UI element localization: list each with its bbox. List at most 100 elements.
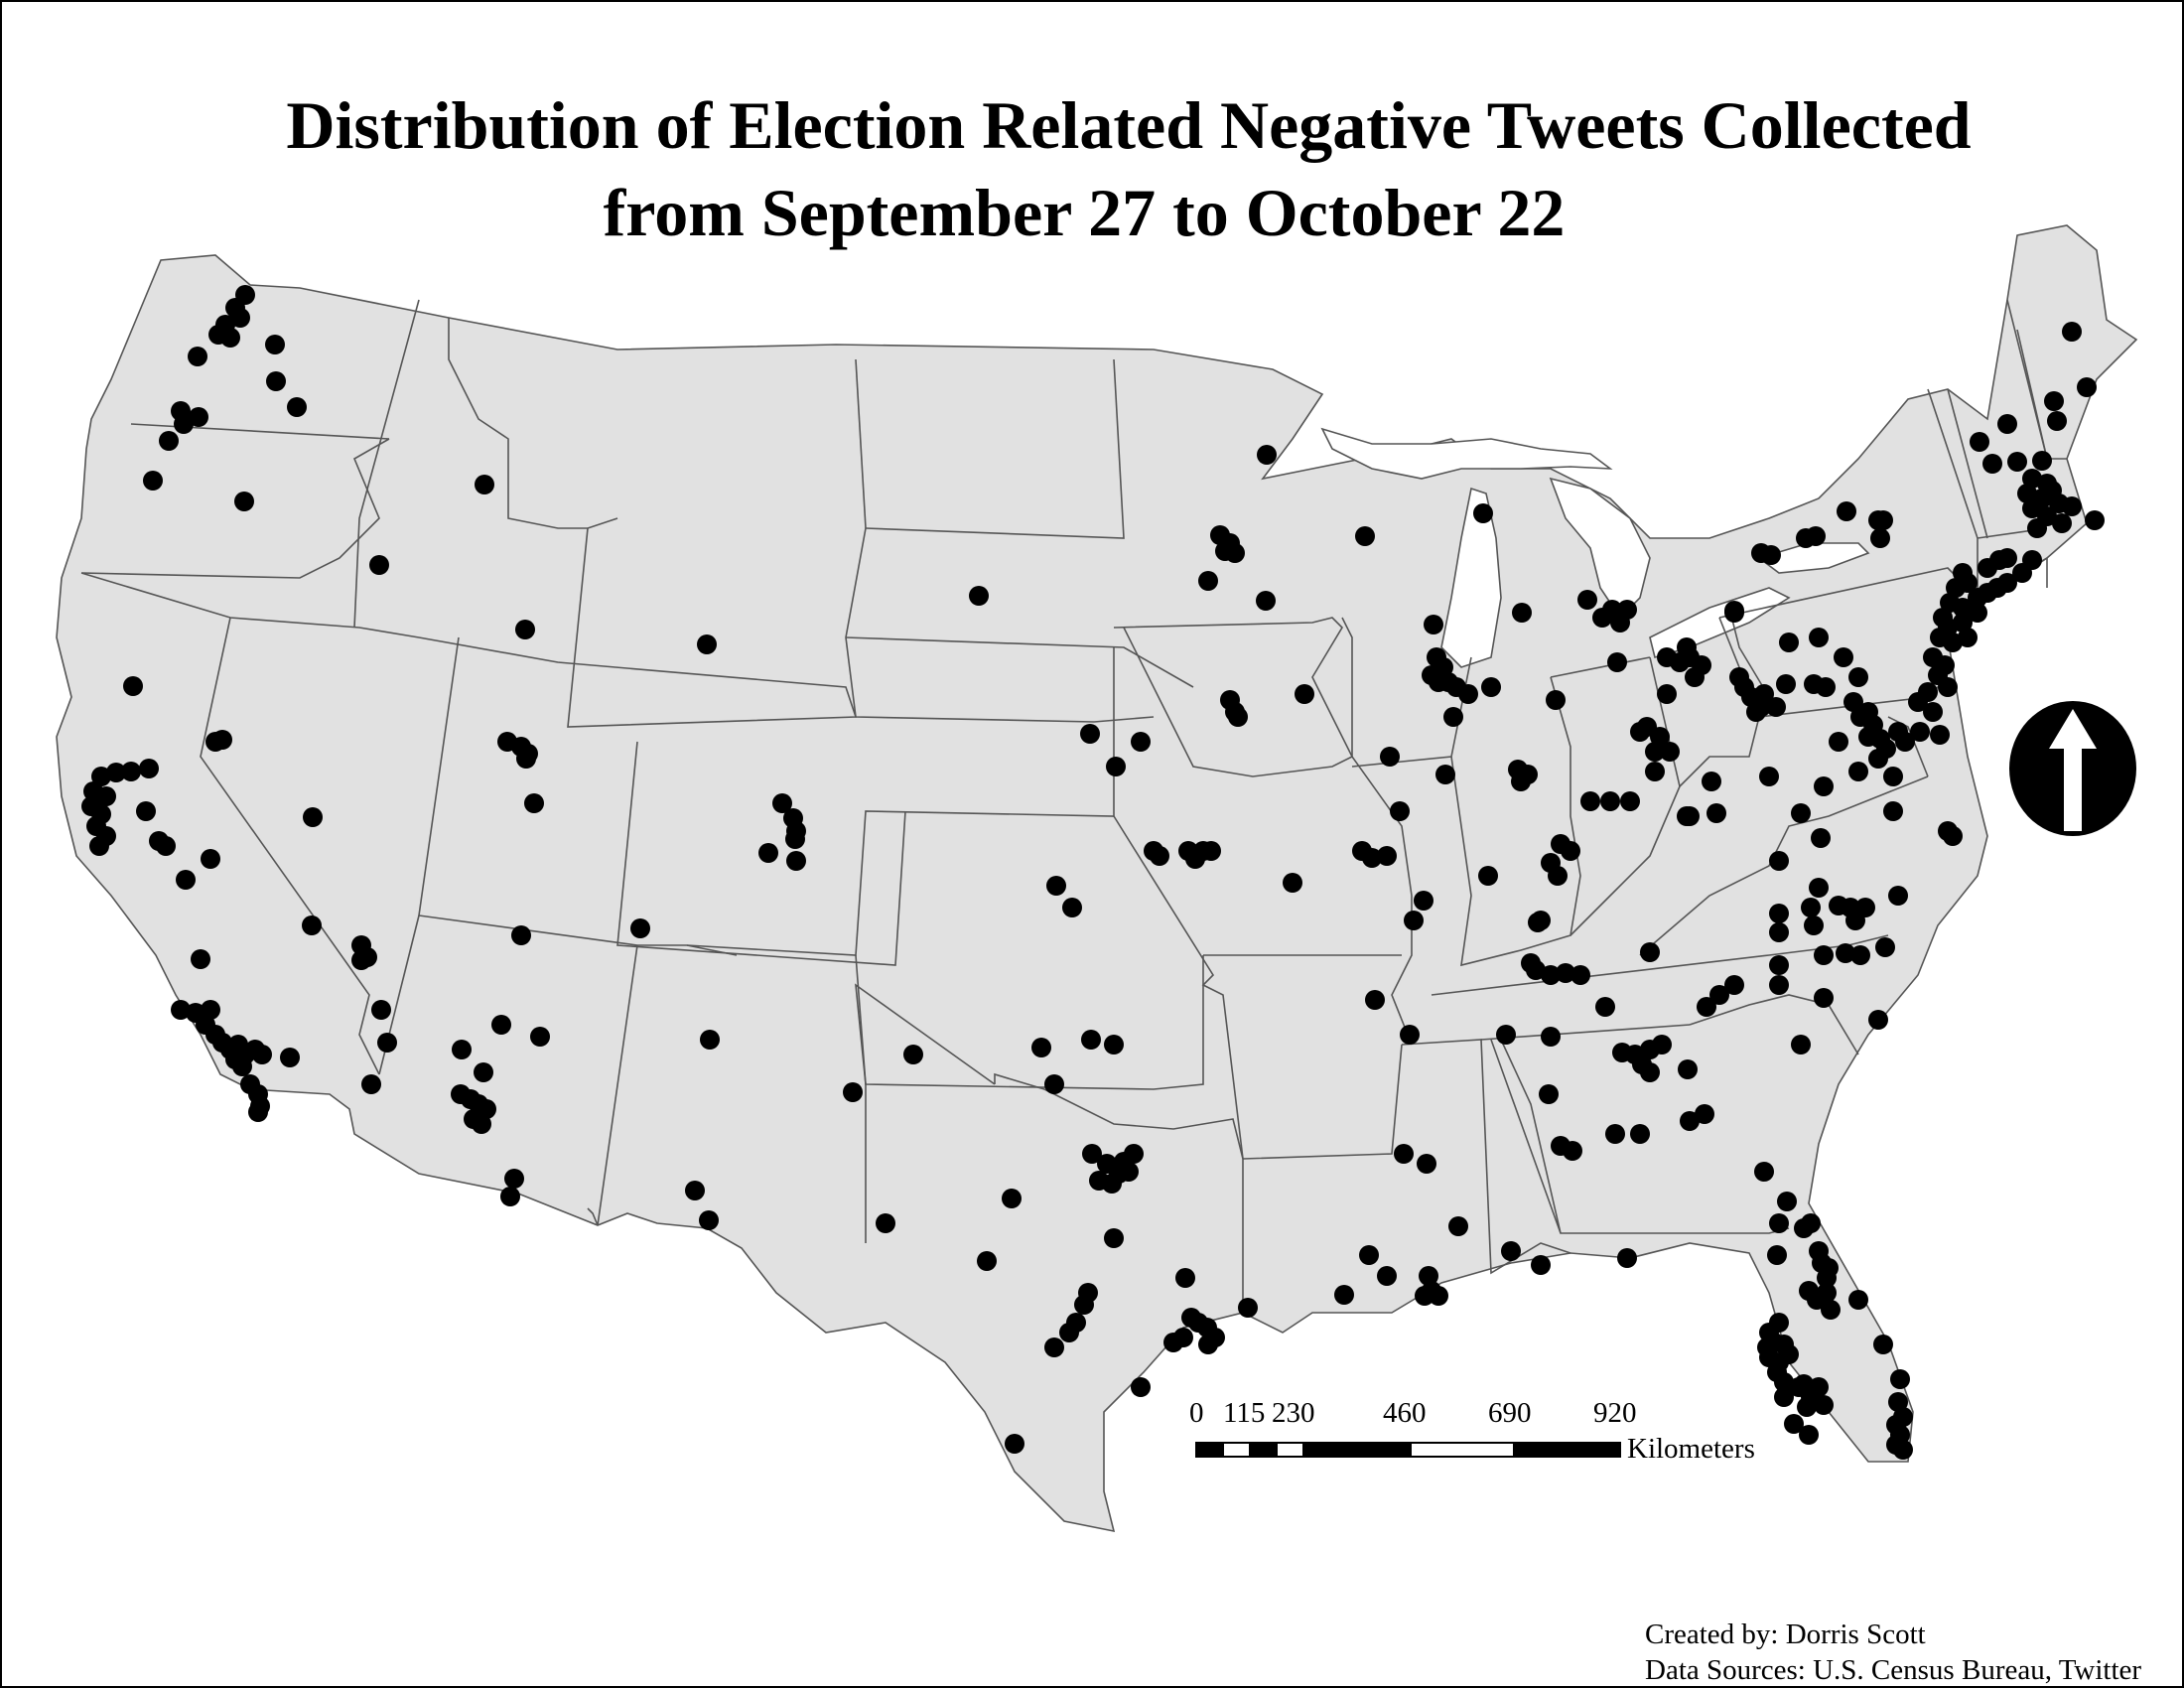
tweet-dot xyxy=(1106,757,1126,776)
tweet-dot xyxy=(1982,454,2002,474)
tweet-dot xyxy=(697,634,717,654)
tweet-dot xyxy=(91,767,111,786)
tweet-dot xyxy=(1845,911,1865,930)
tweet-dot xyxy=(699,1210,719,1230)
tweet-dot xyxy=(504,1169,524,1189)
tweet-dot xyxy=(1443,707,1463,727)
tweet-dot xyxy=(630,918,650,938)
tweet-dot xyxy=(1404,911,1424,930)
tweet-dot xyxy=(1394,1144,1414,1164)
tweet-dot xyxy=(1875,937,1895,957)
north-arrow-icon xyxy=(2009,701,2136,836)
tweet-dot xyxy=(266,371,286,391)
tweet-dot xyxy=(143,471,163,491)
tweet-dot xyxy=(1059,1323,1079,1342)
tweet-dot xyxy=(248,1102,268,1122)
tweet-dot xyxy=(1501,1241,1521,1261)
tweet-dot xyxy=(1850,945,1870,965)
tweet-dot xyxy=(212,730,232,750)
tweet-dot xyxy=(1080,724,1100,744)
map-title-line-1: Distribution of Election Related Negativ… xyxy=(286,87,1972,163)
tweet-dot xyxy=(156,836,176,856)
tweet-dot xyxy=(371,1000,391,1020)
tweet-dot xyxy=(1414,891,1433,911)
tweet-dot xyxy=(1377,1266,1397,1286)
tweet-dot xyxy=(1746,702,1766,722)
tweet-dot xyxy=(1910,722,1930,742)
tweet-dot xyxy=(2007,452,2027,472)
tweet-dot xyxy=(1617,600,1637,620)
tweet-dot xyxy=(515,620,535,639)
tweet-dot xyxy=(1630,722,1650,742)
tweet-dot xyxy=(843,1082,863,1102)
tweet-dot xyxy=(139,759,159,778)
tweet-dot xyxy=(516,749,536,769)
tweet-dot xyxy=(1814,988,1834,1008)
tweet-dot xyxy=(302,915,322,935)
tweet-dot xyxy=(1225,543,1245,563)
tweet-dot xyxy=(1729,667,1749,687)
tweet-dot xyxy=(1640,942,1660,962)
tweet-dot xyxy=(1119,1162,1139,1182)
tweet-dot xyxy=(1890,1369,1910,1389)
tweet-dot xyxy=(1774,1387,1794,1407)
tweet-dot xyxy=(2047,411,2067,431)
tweet-dot xyxy=(1630,1124,1650,1144)
tweet-dot xyxy=(188,347,207,366)
tweet-dot xyxy=(1724,975,1744,995)
tweet-dot xyxy=(303,807,323,827)
tweet-dot xyxy=(1814,945,1834,965)
tweet-dot xyxy=(1958,628,1978,647)
tweet-dot xyxy=(1198,1335,1218,1354)
tweet-dot xyxy=(2062,322,2082,342)
tweet-dot xyxy=(1429,1286,1448,1306)
scale-bar: 0 115 230 460 690 920 Kilometers xyxy=(1189,1397,1755,1465)
tweet-dot xyxy=(287,397,307,417)
tweet-dot xyxy=(1652,1035,1672,1055)
tweet-dot xyxy=(174,414,194,434)
tweet-dot xyxy=(2022,498,2042,518)
credit-sources: Data Sources: U.S. Census Bureau, Twitte… xyxy=(1645,1654,2142,1686)
tweet-dot xyxy=(1695,1104,1714,1124)
tweet-dot xyxy=(361,1074,381,1094)
tweet-dot xyxy=(1511,772,1531,791)
tweet-dot xyxy=(1873,510,1893,530)
tweet-dot xyxy=(220,328,240,348)
tweet-dot xyxy=(230,308,250,328)
tweet-dot xyxy=(1806,526,1826,546)
tweet-dot xyxy=(351,950,371,970)
tweet-dot xyxy=(377,1033,397,1053)
tweet-dot xyxy=(1415,1286,1434,1306)
tweet-dot xyxy=(1817,1268,1837,1288)
tweet-dot xyxy=(685,1181,705,1200)
tweet-dot xyxy=(1561,841,1580,861)
tweet-dot xyxy=(1797,1397,1817,1417)
tweet-dot xyxy=(1238,1298,1258,1318)
tweet-dot xyxy=(1365,990,1385,1010)
tweet-dot xyxy=(1104,1228,1124,1248)
tweet-dot xyxy=(1283,873,1302,893)
tweet-dot xyxy=(1563,1141,1582,1161)
lake-superior xyxy=(1320,427,1613,480)
tweet-dot xyxy=(1814,1395,1834,1415)
tweet-dot xyxy=(89,836,109,856)
tweet-dot xyxy=(785,829,805,849)
tweet-dot xyxy=(1769,904,1789,923)
tweet-dot xyxy=(1779,633,1799,652)
tweet-dot xyxy=(1377,846,1397,866)
tweet-dot xyxy=(1868,749,1888,769)
tweet-dot xyxy=(1150,846,1169,866)
tweet-dot xyxy=(1836,943,1855,963)
tweet-dot xyxy=(1548,866,1568,886)
tweet-dot xyxy=(1804,674,1824,694)
tweet-dot xyxy=(1766,697,1786,717)
tweet-dot xyxy=(1801,1213,1821,1233)
state-borders xyxy=(80,299,2067,1313)
us-landmass xyxy=(56,224,2138,1533)
tweet-dot xyxy=(1769,975,1789,995)
tweet-dot xyxy=(1848,667,1868,687)
tweet-dot xyxy=(1163,1333,1183,1352)
tweet-dot xyxy=(1697,997,1716,1017)
tweet-dot xyxy=(474,1062,493,1082)
tweet-dot xyxy=(786,851,806,871)
